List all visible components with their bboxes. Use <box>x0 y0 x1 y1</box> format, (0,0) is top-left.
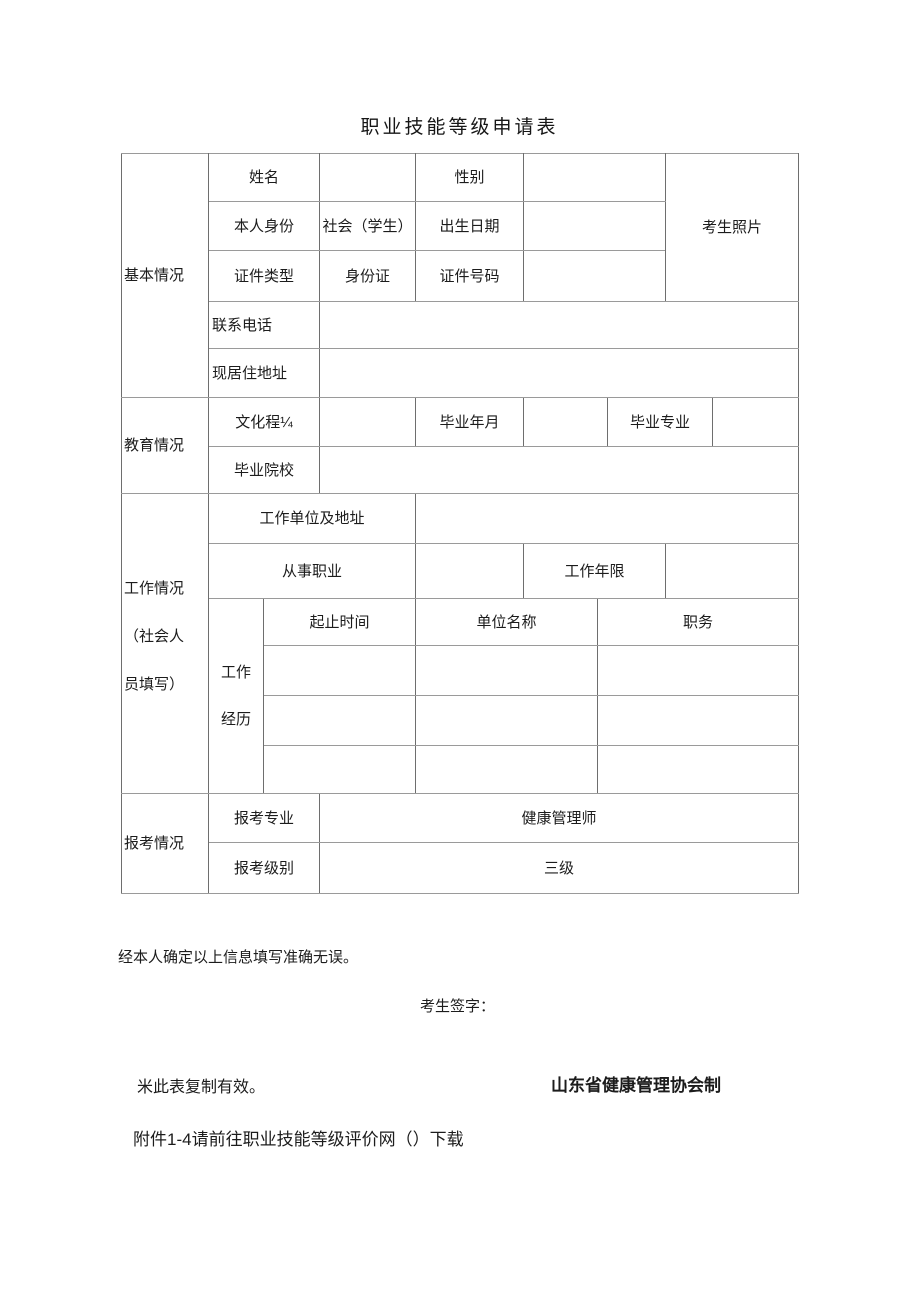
field-position-2 <box>597 695 800 746</box>
label-apply-level: 报考级别 <box>207 842 321 894</box>
field-grad-date-value <box>523 397 609 447</box>
row-education-level: 教育情况 文化程¼ 毕业年月 毕业专业 <box>121 397 800 494</box>
attachment-note: 附件1-4请前往职业技能等级评价网（）下载 <box>133 1130 464 1149</box>
field-work-years-value <box>665 543 800 599</box>
page-title: 职业技能等级申请表 <box>360 117 559 138</box>
header-company: 单位名称 <box>415 598 599 646</box>
section-work-line2: （社会人 <box>124 628 185 645</box>
label-work-experience-line1: 工作 <box>220 664 251 681</box>
field-id-number-value <box>523 250 667 302</box>
field-position-3 <box>597 745 800 794</box>
section-work-label: 工作情况 （社会人 员填写） <box>124 579 208 708</box>
confirmation-note: 经本人确定以上信息填写准确无误。 <box>118 949 359 966</box>
row-school: 毕业院校 <box>122 446 800 494</box>
label-work-experience: 工作 经历 <box>208 598 264 794</box>
row-experience-1 <box>122 645 800 696</box>
field-edu-level-value <box>319 397 417 447</box>
field-period-3 <box>262 745 417 794</box>
value-identity: 社会（学生） <box>319 201 417 251</box>
field-phone-value <box>319 301 800 349</box>
row-id-type-number: 证件类型 身份证 证件号码 <box>122 250 799 302</box>
photo-cell: 考生照片 <box>665 153 800 302</box>
header-period: 起止时间 <box>262 598 417 646</box>
label-grad-date: 毕业年月 <box>415 397 525 447</box>
section-work-line3: 员填写） <box>124 676 185 693</box>
field-gender-value <box>523 153 667 202</box>
label-major: 毕业专业 <box>607 397 714 447</box>
label-id-number: 证件号码 <box>415 250 525 302</box>
field-company-3 <box>415 745 599 794</box>
row-apply-level: 报考级别 三级 <box>122 842 800 894</box>
issuer-note: 山东省健康管理协会制 <box>551 1076 721 1095</box>
row-address: 现居住地址 <box>122 348 800 398</box>
label-school: 毕业院校 <box>207 446 321 494</box>
label-work-experience-line2: 经历 <box>220 711 251 728</box>
field-name-value <box>319 153 417 202</box>
signature-label: 考生签字： <box>420 998 496 1015</box>
section-basic-info: 基本情况 <box>121 153 209 398</box>
label-edu-level: 文化程¼ <box>207 397 321 447</box>
label-apply-major: 报考专业 <box>207 793 321 843</box>
application-form-table: 基本情况 姓名 性别 考生照片 本人身份 社会（学生） 出生日期 证件类型 身份… <box>121 153 800 894</box>
field-occupation-value <box>415 543 525 599</box>
row-identity-birth: 本人身份 社会（学生） 出生日期 <box>122 201 799 251</box>
field-company-2 <box>415 695 599 746</box>
field-school-value <box>319 446 800 494</box>
row-name-gender: 基本情况 姓名 性别 考生照片 <box>121 153 800 398</box>
label-gender: 性别 <box>415 153 525 202</box>
label-id-type: 证件类型 <box>207 250 321 302</box>
header-position: 职务 <box>597 598 800 646</box>
section-work-info: 工作情况 （社会人 员填写） <box>121 493 209 794</box>
section-apply-info: 报考情况 <box>121 793 209 894</box>
row-experience-2 <box>122 695 800 746</box>
label-birth-date: 出生日期 <box>415 201 525 251</box>
row-employer: 工作情况 （社会人 员填写） 工作单位及地址 <box>121 493 800 794</box>
field-address-value <box>319 348 800 398</box>
label-identity: 本人身份 <box>207 201 321 251</box>
value-id-type: 身份证 <box>319 250 417 302</box>
row-experience-3 <box>122 745 800 794</box>
label-employer: 工作单位及地址 <box>207 493 417 544</box>
label-occupation: 从事职业 <box>207 543 417 599</box>
row-occupation: 从事职业 工作年限 <box>122 543 800 599</box>
row-phone: 联系电话 <box>122 301 800 349</box>
section-education: 教育情况 <box>121 397 209 494</box>
value-apply-major: 健康管理师 <box>319 793 800 843</box>
copy-validity-note: 米此表复制有效。 <box>137 1079 266 1096</box>
label-phone: 联系电话 <box>207 301 321 349</box>
field-position-1 <box>597 645 800 696</box>
row-apply-major: 报考情况 报考专业 健康管理师 <box>121 793 800 894</box>
label-name: 姓名 <box>207 153 321 202</box>
field-major-value <box>712 397 800 447</box>
field-period-2 <box>262 695 417 746</box>
field-company-1 <box>415 645 599 696</box>
section-work-line1: 工作情况 <box>124 580 185 597</box>
row-experience-header: 工作 经历 起止时间 单位名称 职务 <box>122 598 800 794</box>
label-address: 现居住地址 <box>207 348 321 398</box>
label-work-years: 工作年限 <box>523 543 667 599</box>
field-employer-value <box>415 493 800 544</box>
field-birth-date-value <box>523 201 667 251</box>
value-apply-level: 三级 <box>319 842 800 894</box>
field-period-1 <box>262 645 417 696</box>
